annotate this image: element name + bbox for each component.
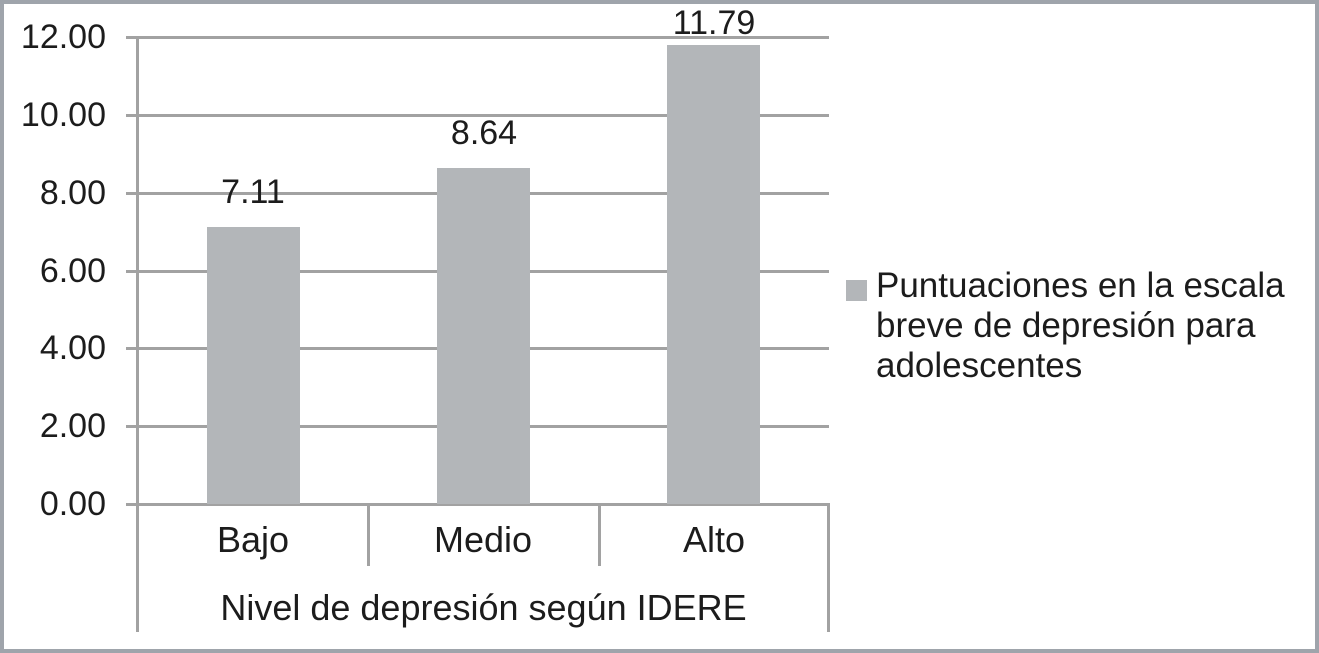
bar	[667, 45, 760, 504]
category-divider-line	[598, 506, 601, 566]
x-category-label: Alto	[682, 519, 746, 560]
bar-value-label: 7.11	[221, 173, 285, 211]
y-tick-label: 6.00	[39, 252, 106, 290]
bar-value-label: 8.64	[450, 114, 518, 152]
gridline	[126, 114, 829, 117]
bar	[437, 168, 530, 504]
x-axis-title: Nivel de depresión según IDERE	[220, 587, 747, 628]
x-category-label: Medio	[433, 519, 533, 560]
category-divider-line	[367, 506, 370, 566]
y-tick-label: 8.00	[39, 174, 106, 212]
y-tick-label: 2.00	[39, 407, 106, 445]
y-tick-label: 0.00	[39, 485, 106, 523]
y-tick-label: 10.00	[20, 96, 106, 134]
legend-square-icon	[846, 280, 867, 301]
bar	[207, 227, 300, 504]
y-tick-label: 4.00	[39, 329, 106, 367]
legend-label: Puntuaciones en la escala breve de depre…	[876, 266, 1285, 385]
y-tick-label: 12.00	[20, 18, 106, 56]
gridline	[126, 36, 829, 39]
x-category-label: Bajo	[216, 519, 290, 560]
category-area-right-line	[827, 503, 830, 632]
y-axis-line	[136, 36, 139, 632]
gridline	[126, 503, 829, 506]
bar-value-label: 11.79	[672, 4, 756, 42]
